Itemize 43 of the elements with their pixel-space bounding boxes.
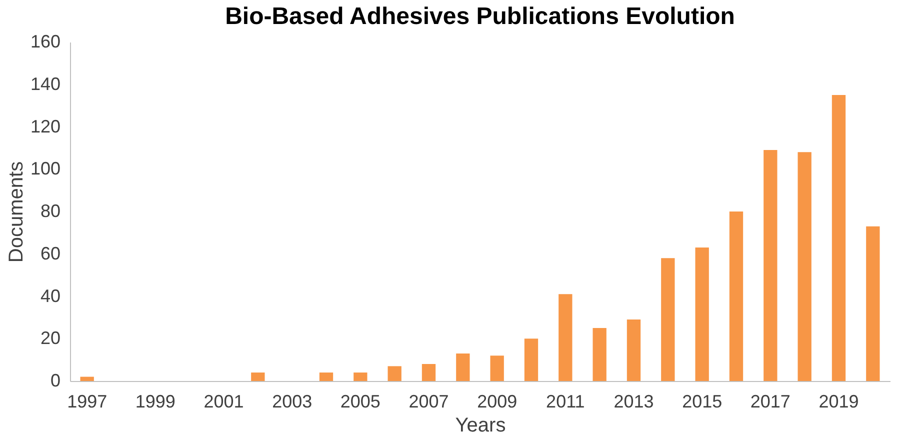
x-tick-label: 2017 <box>750 392 790 412</box>
bar <box>524 338 538 381</box>
x-tick-label: 1999 <box>135 392 176 412</box>
chart-title: Bio-Based Adhesives Publications Evolution <box>225 3 735 30</box>
bar <box>319 372 334 381</box>
x-tick-label: 2009 <box>477 392 518 412</box>
x-tick-label: 1997 <box>67 392 108 412</box>
bar <box>422 364 436 381</box>
x-tick-label: 2015 <box>682 392 722 412</box>
y-tick-label: 120 <box>30 116 60 136</box>
y-tick-label: 100 <box>30 158 60 179</box>
bar <box>354 372 368 381</box>
y-tick-label: 160 <box>30 32 60 52</box>
bar <box>80 376 94 381</box>
bar <box>695 248 709 381</box>
bar <box>764 150 778 381</box>
bar <box>456 353 470 381</box>
y-tick-label: 80 <box>40 201 60 221</box>
x-tick-label: 2013 <box>614 392 654 412</box>
bar <box>626 320 641 381</box>
x-tick-label: 2019 <box>818 392 859 412</box>
bar <box>661 258 675 381</box>
bar <box>729 212 744 381</box>
y-tick-label: 140 <box>30 74 60 94</box>
bar <box>490 356 504 381</box>
bar <box>866 226 880 381</box>
y-tick-label: 60 <box>40 243 60 264</box>
y-tick-label: 0 <box>50 370 60 390</box>
x-tick-label: 2005 <box>340 392 380 412</box>
y-tick-label: 40 <box>40 286 60 306</box>
x-tick-label: 2007 <box>408 392 449 412</box>
y-axis-title: Documents <box>5 161 28 263</box>
bar <box>832 94 846 381</box>
bar <box>251 372 265 381</box>
bar <box>388 366 402 381</box>
bar <box>558 294 572 381</box>
x-tick-label: 2003 <box>272 392 312 412</box>
bar <box>798 152 812 381</box>
x-axis-title: Years <box>455 414 506 436</box>
bar <box>592 328 606 381</box>
y-tick-label: 20 <box>40 328 60 348</box>
x-tick-label: 2011 <box>546 392 585 412</box>
x-tick-label: 2001 <box>204 392 244 412</box>
